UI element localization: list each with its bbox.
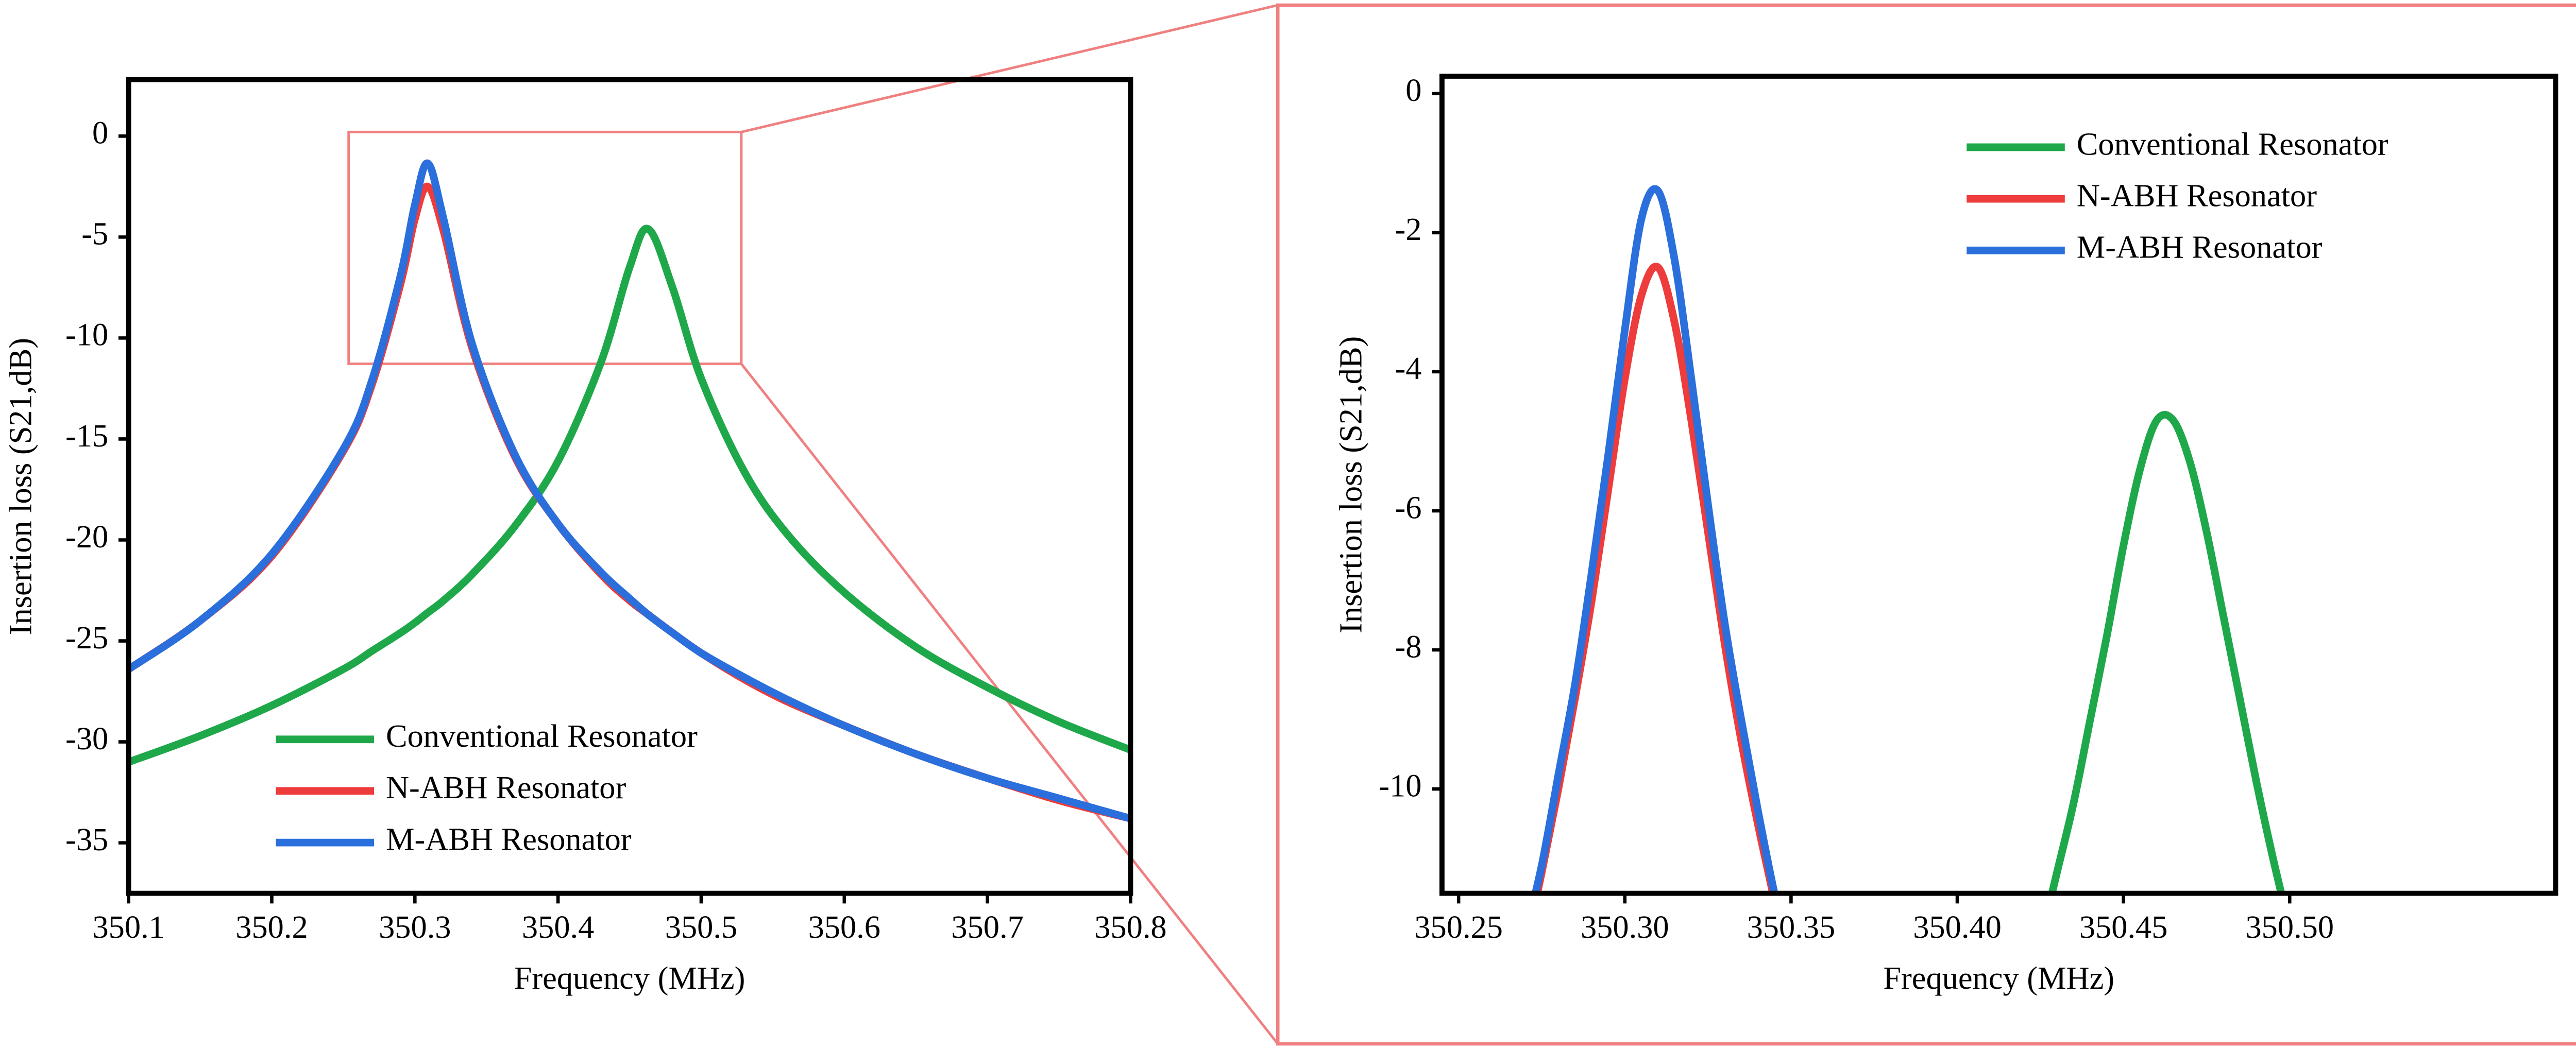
- plot-frame: [1439, 74, 2558, 896]
- x-tick-label: 350.35: [1747, 909, 1836, 945]
- x-tick-label: 350.45: [2079, 909, 2168, 945]
- x-tick-label: 350.3: [379, 909, 451, 945]
- x-tick-label: 350.30: [1581, 909, 1669, 945]
- y-tick-label: -8: [1395, 629, 1421, 664]
- legend-label: M-ABH Resonator: [386, 821, 632, 857]
- series-line: [1531, 185, 1778, 893]
- y-tick-label: -25: [65, 620, 108, 656]
- legend-label: Conventional Resonator: [2077, 126, 2388, 162]
- x-tick-label: 350.8: [1094, 909, 1166, 945]
- x-tick-label: 350.2: [235, 909, 308, 945]
- plot-frame: [126, 77, 1133, 896]
- zoom-connector: [740, 363, 1279, 1045]
- y-tick-label: -10: [1379, 768, 1421, 803]
- plot-area: [1531, 185, 2285, 893]
- legend-label: N-ABH Resonator: [386, 770, 626, 805]
- y-tick-label: -30: [65, 721, 108, 756]
- x-tick-label: 350.6: [808, 909, 880, 945]
- x-tick-label: 350.5: [665, 909, 737, 945]
- x-tick-label: 350.4: [522, 909, 594, 945]
- series-line: [1533, 263, 1777, 893]
- x-axis-label: Frequency (MHz): [1883, 960, 2114, 996]
- x-tick-label: 350.1: [92, 909, 164, 945]
- y-tick-label: -6: [1395, 490, 1421, 525]
- y-tick-label: -10: [65, 317, 108, 353]
- series-line: [128, 159, 1131, 822]
- x-tick-label: 350.25: [1414, 909, 1503, 945]
- y-tick-label: -20: [65, 519, 108, 555]
- y-tick-label: -5: [81, 216, 108, 252]
- zoom-box: [347, 130, 743, 365]
- legend-label: N-ABH Resonator: [2077, 178, 2317, 213]
- x-tick-label: 350.7: [951, 909, 1023, 945]
- y-tick-label: -4: [1395, 351, 1421, 386]
- x-tick-label: 350.40: [1913, 909, 2002, 945]
- zoom-connector: [741, 4, 1278, 133]
- y-axis-label: Insertion loss (S21,dB): [3, 338, 38, 635]
- x-tick-label: 350.50: [2245, 909, 2334, 945]
- y-tick-label: 0: [92, 115, 108, 151]
- zoom-panel: [1276, 3, 2576, 1046]
- series-line: [128, 225, 1131, 766]
- legend-label: M-ABH Resonator: [2077, 230, 2323, 265]
- y-axis-label: Insertion loss (S21,dB): [1333, 336, 1368, 633]
- y-tick-label: -2: [1395, 212, 1421, 247]
- legend-label: Conventional Resonator: [386, 718, 698, 754]
- y-tick-label: -35: [65, 822, 108, 857]
- y-tick-label: -15: [65, 418, 108, 454]
- plot-area: [128, 159, 1131, 822]
- series-line: [2048, 411, 2285, 893]
- x-axis-label: Frequency (MHz): [514, 960, 745, 996]
- y-tick-label: 0: [1405, 73, 1421, 108]
